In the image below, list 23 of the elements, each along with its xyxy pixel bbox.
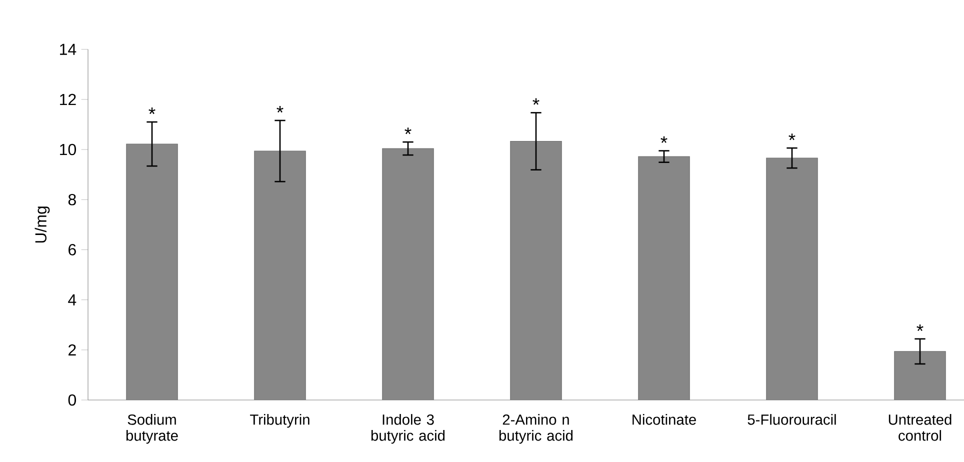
annotation: * bbox=[276, 106, 284, 113]
x-tick-label: 2-Amino n butyric acid bbox=[499, 414, 573, 444]
x-tick-label: Indole 3 butyric acid bbox=[371, 414, 445, 444]
y-tick-label: 6 bbox=[68, 244, 76, 256]
y-tick-label: 0 bbox=[68, 394, 76, 406]
x-tick-label: Nicotinate bbox=[632, 414, 696, 425]
annotation: * bbox=[404, 128, 412, 134]
y-tick-label: 10 bbox=[60, 144, 76, 156]
y-tick-label: 4 bbox=[68, 294, 76, 306]
y-tick-label: 2 bbox=[68, 344, 76, 356]
y-axis-title: U/mg bbox=[34, 206, 50, 243]
annotation: * bbox=[660, 136, 668, 143]
x-tick-label: 5-Fluorouracil bbox=[748, 414, 836, 425]
y-tick-label: 8 bbox=[68, 194, 76, 206]
x-tick-label: Tributyrin bbox=[250, 414, 310, 428]
x-tick-label: Sodium butyrate bbox=[126, 414, 178, 444]
annotation: * bbox=[148, 108, 156, 114]
x-tick-label: Untreated control bbox=[888, 414, 952, 441]
annotation: * bbox=[916, 324, 924, 331]
annotation: * bbox=[532, 98, 540, 105]
y-tick-label: 12 bbox=[60, 94, 76, 106]
annotation: * bbox=[788, 134, 796, 140]
y-tick-label: 14 bbox=[60, 44, 76, 55]
